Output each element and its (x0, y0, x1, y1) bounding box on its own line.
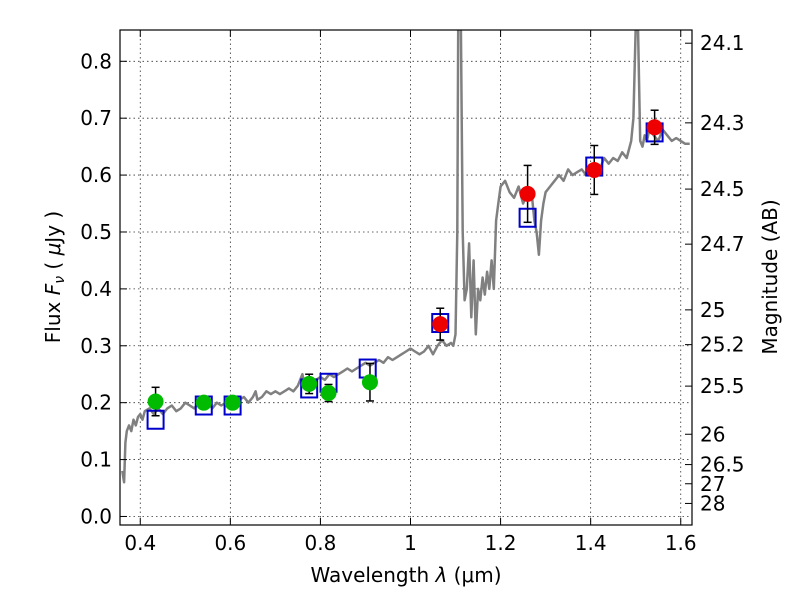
y-tick-label: 0.4 (80, 277, 112, 301)
y-axis-label: Flux Fν ( μJy ) (41, 211, 68, 343)
optical-data-point (301, 375, 318, 392)
x-tick-label: 0.4 (124, 531, 156, 555)
optical-data-point (320, 385, 337, 401)
x-tick-label: 1.4 (575, 531, 607, 555)
x-tick-label: 0.8 (305, 531, 337, 555)
y2-axis-label: Magnitude (AB) (758, 199, 782, 354)
mag-tick-label: 25 (700, 298, 725, 322)
mag-tick-label: 24.5 (700, 177, 745, 201)
mag-tick-label: 26 (700, 422, 725, 446)
y-tick-label: 0.8 (80, 49, 112, 73)
nir-data-point (586, 161, 603, 178)
y-tick-label: 0.2 (80, 391, 112, 415)
optical-data-point (147, 393, 164, 410)
mag-tick-label: 28 (700, 491, 725, 515)
y-tick-label: 0.3 (80, 334, 112, 358)
mag-tick-label: 24.3 (700, 111, 745, 135)
nir-data-point (432, 316, 449, 333)
x-axis-label: Wavelength λ (μm) (310, 563, 501, 587)
optical-data-point (195, 394, 212, 411)
x-tick-label: 0.6 (214, 531, 246, 555)
mag-tick-label: 25.5 (700, 374, 745, 398)
y-tick-label: 0.5 (80, 220, 112, 244)
plot-frame (119, 29, 693, 526)
mag-tick-label: 24.1 (700, 31, 745, 55)
optical-data-point (361, 374, 378, 391)
x-tick-label: 1.6 (665, 531, 697, 555)
x-tick-label: 1.2 (485, 531, 517, 555)
mag-tick-label: 27 (700, 472, 725, 496)
mag-tick-label: 26.5 (700, 453, 745, 477)
marker-layer (146, 109, 664, 430)
y-tick-label: 0.0 (80, 504, 112, 528)
y-tick-label: 0.7 (80, 106, 112, 130)
nir-data-point (646, 119, 663, 136)
x-tick-label: 1 (404, 531, 417, 555)
tick-layer: 0.4 0.6 0.8 1 1.2 1.4 1.6 0.0 0.1 0.2 0.3 0.4 0.5 0.6… (80, 30, 745, 555)
mag-tick-label: 24.7 (700, 232, 745, 256)
nir-data-point (519, 185, 536, 202)
y-tick-label: 0.6 (80, 163, 112, 187)
optical-data-point (224, 394, 241, 411)
mag-tick-label: 25.2 (700, 333, 745, 357)
y-tick-label: 0.1 (80, 448, 112, 472)
